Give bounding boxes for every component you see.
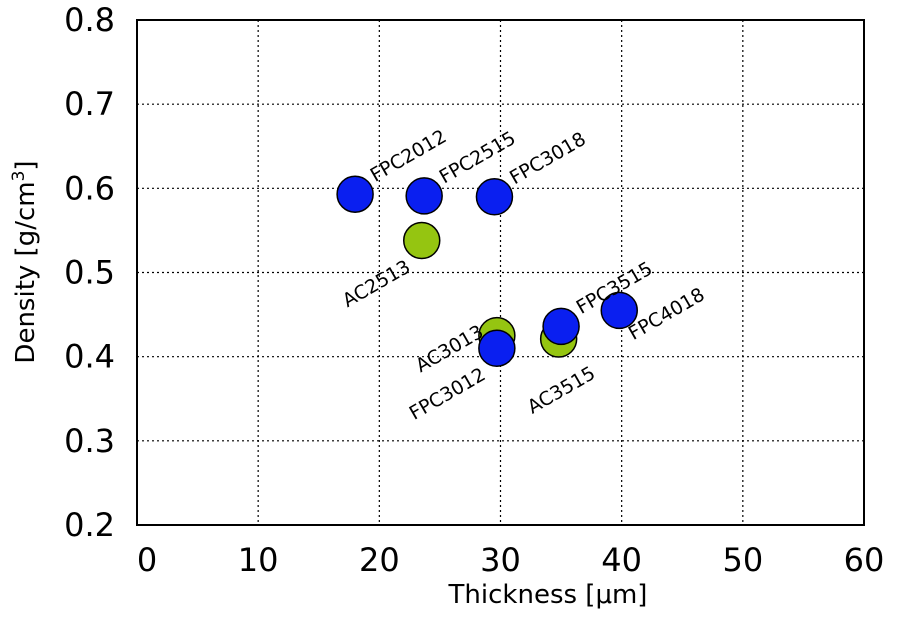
- y-axis-label-main: Density [g/cm: [11, 181, 41, 363]
- x-tick-label: 20: [359, 541, 400, 579]
- data-point-fpc2515: [405, 177, 443, 215]
- y-axis-label: Density [g/cm3]: [9, 160, 41, 363]
- point-label-fpc3012: FPC3012: [406, 364, 490, 425]
- data-point-fpc3515: [542, 307, 580, 346]
- x-tick-label: 10: [238, 541, 279, 579]
- x-axis-label: Thickness [μm]: [448, 580, 648, 610]
- y-tick-label: 0.8: [64, 1, 115, 39]
- y-tick-label: 0.3: [64, 422, 115, 460]
- x-tick-label: 40: [601, 541, 642, 579]
- y-tick-label: 0.7: [64, 85, 115, 123]
- data-point-fpc4018: [600, 291, 638, 330]
- y-axis-label-close: ]: [11, 160, 41, 170]
- point-labels: AC2513AC3013AC3515FPC2012FPC2515FPC3018F…: [339, 125, 709, 424]
- grid-lines: [137, 20, 864, 525]
- point-label-ac3515: AC3515: [524, 362, 599, 418]
- x-tick-label: 60: [844, 541, 885, 579]
- data-point-fpc3012: [478, 329, 516, 367]
- y-tick-label: 0.5: [64, 254, 115, 292]
- point-label-ac2513: AC2513: [339, 256, 414, 312]
- x-tick-label: 0: [137, 541, 157, 579]
- x-tick-labels: 0 10 20 30 40 50 60: [137, 541, 885, 579]
- plot-frame: [136, 19, 865, 526]
- y-tick-label: 0.4: [64, 338, 115, 376]
- point-label-fpc3018: FPC3018: [506, 128, 590, 189]
- y-tick-label: 0.2: [64, 506, 115, 544]
- data-point-ac2513: [402, 221, 441, 260]
- data-point-fpc3018: [475, 178, 514, 216]
- y-tick-labels: 0.2 0.3 0.4 0.5 0.6 0.7 0.8: [64, 1, 115, 544]
- data-point-fpc2012: [336, 175, 374, 213]
- x-tick-label: 30: [480, 541, 521, 579]
- y-axis-label-superscript: 3: [9, 171, 29, 182]
- x-tick-label: 50: [722, 541, 763, 579]
- y-tick-label: 0.6: [64, 169, 115, 207]
- point-label-fpc2515: FPC2515: [436, 127, 520, 188]
- data-points: [336, 175, 638, 367]
